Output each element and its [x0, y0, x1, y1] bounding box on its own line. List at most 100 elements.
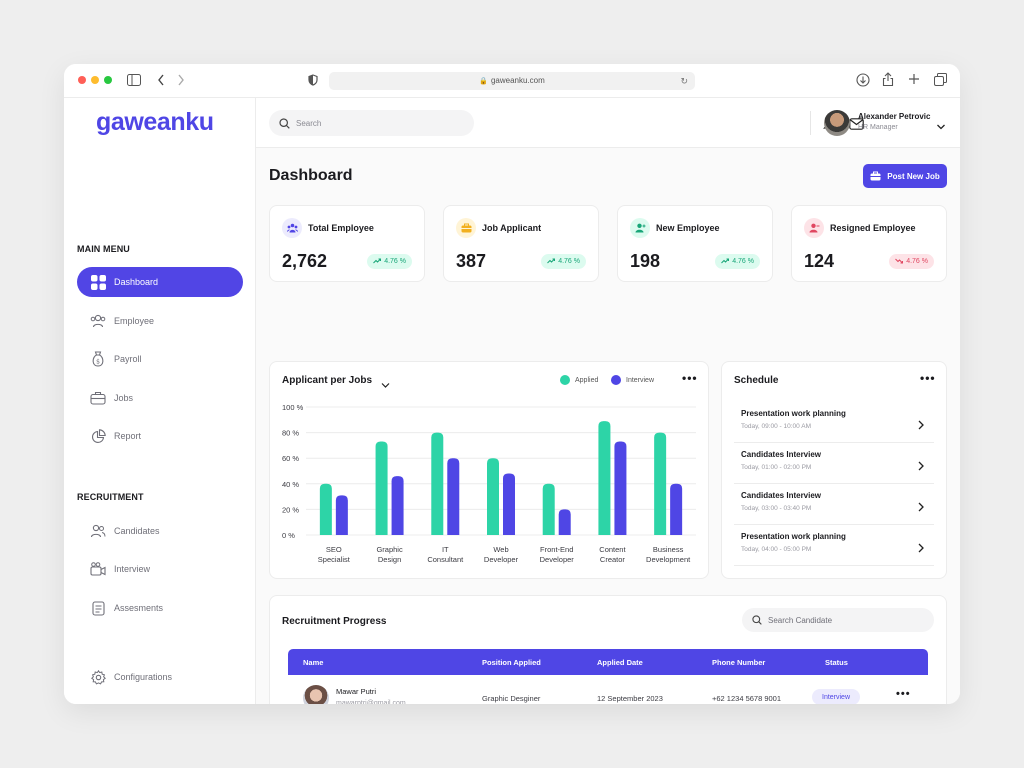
search-placeholder: Search: [296, 118, 322, 128]
post-new-job-button[interactable]: Post New Job: [863, 164, 947, 188]
avatar: [303, 685, 329, 704]
stat-card-total-employee[interactable]: Total Employee 2,762 4.76 %: [269, 205, 425, 282]
sidebar-item-label: Employee: [114, 316, 155, 326]
chevron-right-icon[interactable]: [918, 499, 924, 517]
forward-icon[interactable]: [177, 73, 185, 90]
svg-text:$: $: [96, 359, 100, 366]
chart-card-title: Applicant per Jobs: [282, 375, 373, 386]
search-input[interactable]: Search: [269, 110, 474, 136]
column-header-name[interactable]: Name: [303, 658, 324, 667]
sidebar-item-label: Candidates: [114, 526, 160, 536]
pie-chart-icon: [90, 428, 106, 444]
sidebar: gaweanku MAIN MENU Dashboard Employee $ …: [64, 98, 256, 704]
app-logo[interactable]: gaweanku: [96, 108, 214, 136]
maximize-window-button[interactable]: [104, 76, 112, 84]
briefcase-icon: [870, 171, 881, 181]
tabs-overview-icon[interactable]: [934, 73, 947, 89]
stat-card-new-employee[interactable]: New Employee 198 4.76 %: [617, 205, 773, 282]
legend-swatch-applied: [560, 375, 570, 385]
job-applicant-icon: [456, 218, 476, 238]
sidebar-item-label: Interview: [114, 564, 151, 574]
grid-icon: [90, 274, 106, 290]
schedule-item[interactable]: Candidates Interview Today, 03:00 - 03:40…: [734, 484, 934, 525]
schedule-item-time: Today, 04:00 - 05:00 PM: [741, 546, 812, 553]
top-header: Search Alexander Petrovic HR Manager: [256, 98, 960, 148]
search-icon: [752, 615, 762, 625]
bar-interview: [391, 476, 404, 535]
candidate-name: Mawar Putri: [336, 687, 377, 696]
bar-applied: [598, 421, 611, 535]
page-title: Dashboard: [269, 167, 353, 184]
chevron-right-icon[interactable]: [918, 540, 924, 558]
legend-applied-label: Applied: [575, 376, 599, 384]
download-icon[interactable]: [856, 73, 870, 90]
x-tick-label: Specialist: [318, 555, 351, 564]
x-tick-label: Front-End: [540, 545, 573, 554]
more-options-icon[interactable]: •••: [682, 371, 698, 385]
new-employee-icon: [630, 218, 650, 238]
minimize-window-button[interactable]: [91, 76, 99, 84]
stat-change-badge: 4.76 %: [541, 254, 586, 269]
column-header-date[interactable]: Applied Date: [597, 658, 643, 667]
sidebar-item-jobs[interactable]: Jobs: [77, 383, 243, 413]
column-header-position[interactable]: Position Applied: [482, 658, 541, 667]
post-new-job-label: Post New Job: [887, 171, 940, 181]
chevron-right-icon[interactable]: [918, 417, 924, 435]
back-icon[interactable]: [157, 73, 165, 90]
search-candidate-input[interactable]: Search Candidate: [742, 608, 934, 632]
y-tick-label: 20 %: [282, 505, 299, 514]
x-tick-label: Design: [378, 555, 401, 564]
sidebar-item-label: Configurations: [114, 672, 173, 682]
schedule-item[interactable]: Presentation work planning Today, 09:00 -…: [734, 402, 934, 443]
shield-icon[interactable]: [308, 74, 318, 89]
status-badge[interactable]: Interview: [812, 689, 861, 704]
more-options-icon[interactable]: •••: [920, 371, 936, 385]
row-more-options-icon[interactable]: •••: [896, 688, 911, 700]
table-row[interactable]: Mawar Putri mawarptri@gmail.com Graphic De…: [288, 675, 928, 704]
sidebar-item-assesments[interactable]: Assesments: [77, 593, 243, 623]
sidebar-item-report[interactable]: Report: [77, 421, 243, 451]
sidebar-item-employee[interactable]: Employee: [77, 306, 243, 336]
schedule-item[interactable]: Presentation work planning Today, 04:00 -…: [734, 525, 934, 566]
header-divider: [810, 111, 811, 135]
bar-applied: [319, 483, 332, 535]
schedule-item[interactable]: Candidates Interview Today, 01:00 - 02:00…: [734, 443, 934, 484]
total-employee-icon: [282, 218, 302, 238]
bar-applied: [487, 458, 499, 535]
stat-value: 387: [456, 251, 487, 271]
gear-icon: [90, 669, 106, 685]
x-tick-label: Developer: [540, 555, 575, 564]
share-icon[interactable]: [882, 72, 894, 90]
search-candidate-placeholder: Search Candidate: [768, 615, 833, 625]
stat-card-job-applicant[interactable]: Job Applicant 387 4.76 %: [443, 205, 599, 282]
sidebar-item-configurations[interactable]: Configurations: [77, 662, 243, 692]
sidebar-toggle-icon[interactable]: [127, 74, 141, 89]
sidebar-item-candidates[interactable]: Candidates: [77, 516, 243, 546]
chevron-right-icon[interactable]: [918, 458, 924, 476]
recruitment-title: Recruitment Progress: [282, 616, 387, 627]
x-tick-label: Business: [653, 545, 684, 554]
sidebar-item-interview[interactable]: Interview: [77, 554, 243, 584]
stat-card-resigned-employee[interactable]: Resigned Employee 124 4.76 %: [791, 205, 947, 282]
bar-interview: [614, 441, 627, 535]
chevron-down-icon[interactable]: [936, 118, 946, 136]
new-tab-icon[interactable]: [908, 73, 920, 88]
bar-applied: [542, 483, 555, 535]
stat-change-value: 4.76 %: [558, 258, 580, 265]
column-header-phone[interactable]: Phone Number: [712, 658, 766, 667]
sidebar-item-payroll[interactable]: $ Payroll: [77, 344, 243, 374]
chevron-down-icon[interactable]: [381, 376, 390, 394]
sidebar-item-dashboard[interactable]: Dashboard: [77, 267, 243, 297]
bar-interview: [558, 509, 571, 535]
stat-change-value: 4.76 %: [732, 258, 754, 265]
x-tick-label: Creator: [600, 555, 626, 564]
main-menu-heading: MAIN MENU: [77, 244, 130, 254]
close-window-button[interactable]: [78, 76, 86, 84]
schedule-item-title: Presentation work planning: [741, 532, 846, 541]
y-tick-label: 60 %: [282, 454, 299, 463]
column-header-status[interactable]: Status: [825, 658, 848, 667]
x-tick-label: Content: [599, 545, 626, 554]
address-bar[interactable]: 🔒 gaweanku.com ↻: [329, 72, 695, 90]
reload-icon[interactable]: ↻: [680, 76, 688, 86]
